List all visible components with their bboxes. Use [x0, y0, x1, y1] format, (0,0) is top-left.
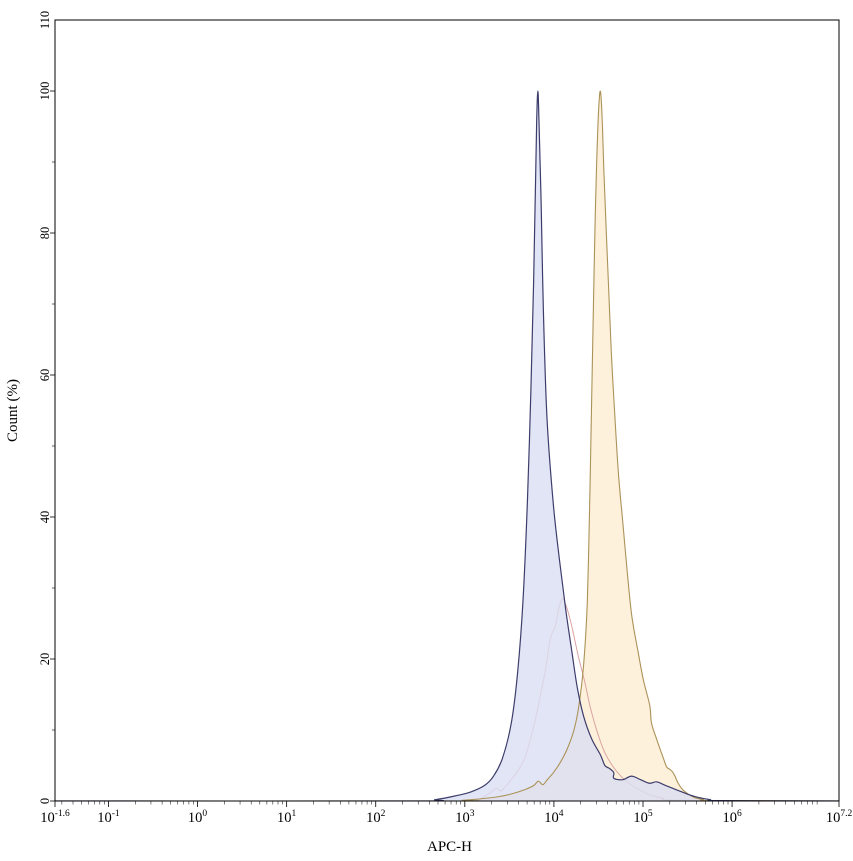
svg-text:80: 80	[38, 227, 52, 240]
svg-text:20: 20	[38, 653, 52, 666]
svg-text:Count (%): Count (%)	[5, 379, 21, 442]
svg-text:100: 100	[38, 82, 52, 101]
svg-text:40: 40	[38, 511, 52, 524]
svg-text:0: 0	[38, 798, 52, 804]
svg-text:60: 60	[38, 369, 52, 382]
svg-text:110: 110	[38, 11, 52, 29]
